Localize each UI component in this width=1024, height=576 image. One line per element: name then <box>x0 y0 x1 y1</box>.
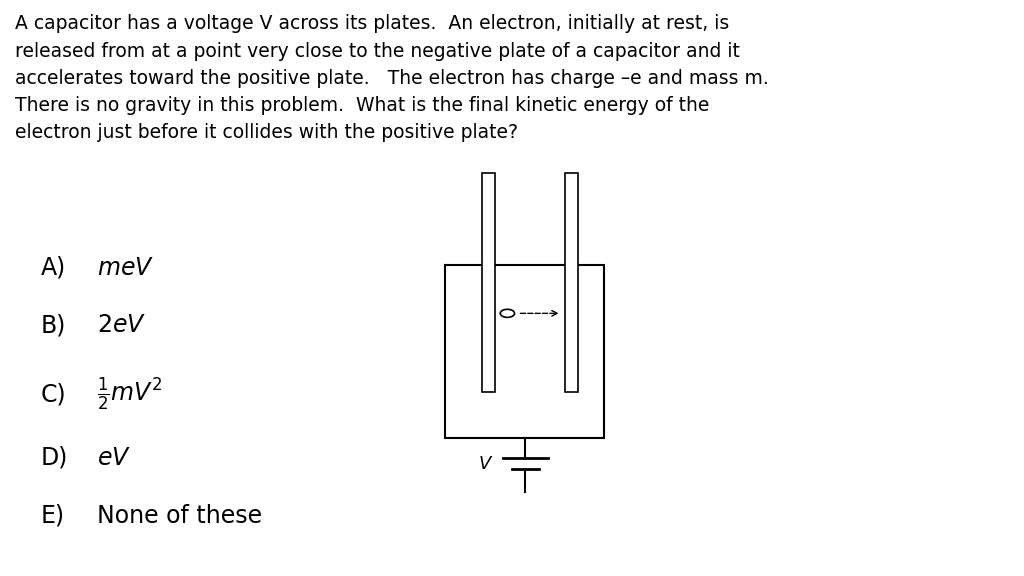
Bar <box>445 265 604 438</box>
Text: E): E) <box>41 503 66 528</box>
Text: $2eV$: $2eV$ <box>97 313 146 338</box>
Text: C): C) <box>41 382 67 407</box>
Text: A capacitor has a voltage V across its plates.  An electron, initially at rest, : A capacitor has a voltage V across its p… <box>15 14 769 142</box>
Text: B): B) <box>41 313 67 338</box>
Text: None of these: None of these <box>97 503 262 528</box>
Text: $\frac{1}{2}mV^2$: $\frac{1}{2}mV^2$ <box>97 376 163 413</box>
Circle shape <box>500 309 514 317</box>
Text: V: V <box>478 454 490 473</box>
Bar <box>565 173 579 392</box>
Bar <box>481 173 496 392</box>
Text: D): D) <box>41 446 69 470</box>
Text: A): A) <box>41 256 67 280</box>
Text: $eV$: $eV$ <box>97 446 131 470</box>
Text: $meV$: $meV$ <box>97 256 155 280</box>
